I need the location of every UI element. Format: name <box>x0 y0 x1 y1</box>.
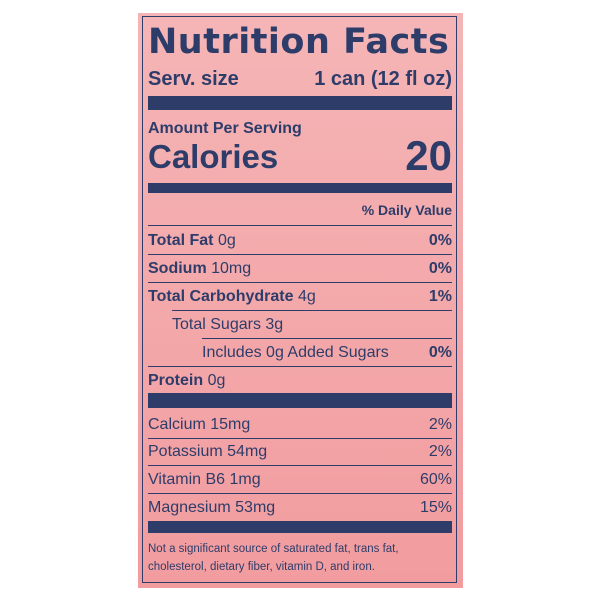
serving-size-value: 1 can (12 fl oz) <box>314 68 452 90</box>
footnote-line-1: Not a significant source of saturated fa… <box>148 543 399 555</box>
calories-value: 20 <box>405 132 452 179</box>
calories-label: Calories <box>148 138 279 175</box>
thick-divider <box>148 183 452 193</box>
nutrient-protein: Protein 0g <box>148 372 226 389</box>
divider <box>172 310 452 311</box>
divider <box>148 282 452 283</box>
nutrient-added-sugars-dv: 0% <box>428 344 452 361</box>
footnote-line-2: cholesterol, dietary fiber, vitamin D, a… <box>148 561 375 573</box>
label-border <box>142 16 457 583</box>
nutrient-sodium: Sodium 10mg <box>148 260 252 277</box>
divider <box>148 465 452 466</box>
nutrient-added-sugars: Includes 0g Added Sugars <box>202 344 389 361</box>
daily-value-header: % Daily Value <box>361 202 452 218</box>
thick-divider <box>148 393 452 408</box>
divider <box>148 438 452 439</box>
divider <box>202 338 452 339</box>
vitamin-potassium-dv: 2% <box>428 443 452 460</box>
divider <box>148 366 452 367</box>
label-title: Nutrition Facts <box>148 22 450 62</box>
vitamin-calcium-dv: 2% <box>428 416 452 433</box>
vitamin-potassium: Potassium 54mg <box>148 443 268 460</box>
divider <box>148 254 452 255</box>
vitamin-magnesium: Magnesium 53mg <box>148 499 276 516</box>
nutrient-sodium-dv: 0% <box>428 260 452 277</box>
thick-divider <box>148 96 452 110</box>
vitamin-b6: Vitamin B6 1mg <box>148 471 261 488</box>
divider <box>148 225 452 226</box>
nutrient-carbohydrate-dv: 1% <box>428 288 452 305</box>
amount-per-serving: Amount Per Serving <box>148 120 302 137</box>
nutrient-total-fat: Total Fat 0g <box>148 232 236 249</box>
thick-divider <box>148 521 452 533</box>
nutrient-total-carbohydrate: Total Carbohydrate 4g <box>148 288 316 305</box>
nutrient-total-fat-dv: 0% <box>428 232 452 249</box>
vitamin-magnesium-dv: 15% <box>419 499 452 516</box>
serving-size-label: Serv. size <box>148 68 239 90</box>
divider <box>148 493 452 494</box>
vitamin-b6-dv: 60% <box>419 471 452 488</box>
vitamin-calcium: Calcium 15mg <box>148 416 251 433</box>
nutrient-total-sugars: Total Sugars 3g <box>172 316 284 333</box>
